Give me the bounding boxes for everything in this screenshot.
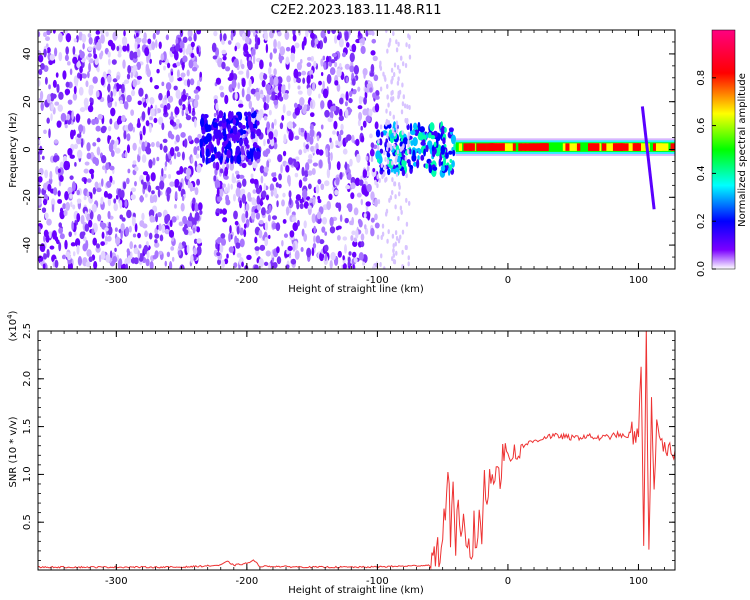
spectrogram-fade — [376, 30, 412, 269]
snr-scale-note-exp: 4 — [6, 314, 14, 319]
y-tick-label: -40 — [22, 237, 33, 253]
colorbar-ticks: 0.0 0.2 0.4 0.6 0.8 — [696, 70, 716, 277]
x-tick-label: -200 — [236, 576, 259, 587]
snr-x-ticks: -300 -200 -100 0 100 — [50, 331, 665, 587]
colorbar-tick-label: 0.2 — [696, 213, 707, 229]
colorbar-label: Normalized spectral amplitude — [737, 73, 748, 227]
x-tick-label: -100 — [366, 275, 389, 286]
y-tick-label: 20 — [22, 95, 33, 108]
x-tick-label: 100 — [629, 576, 648, 587]
chart-title: C2E2.2023.183.11.48.R11 — [270, 3, 441, 18]
snr-scale-note-open: (x10 — [8, 319, 19, 342]
x-tick-label: -100 — [366, 576, 389, 587]
spectrogram-region — [211, 30, 380, 269]
x-tick-label: -200 — [236, 275, 259, 286]
colorbar: 0.0 0.2 0.4 0.6 0.8 Normalized spectral ampl… — [696, 29, 748, 277]
colorbar-gradient — [711, 29, 736, 270]
y-tick-label: 1.0 — [22, 466, 33, 482]
snr-scale-note: (x104) — [6, 310, 19, 341]
y-tick-label: 0.5 — [22, 514, 33, 530]
x-tick-label: 100 — [629, 275, 648, 286]
colorbar-tick-label: 0.6 — [696, 118, 707, 134]
colorbar-tick-label: 0.0 — [696, 261, 707, 277]
y-tick-label: 2.0 — [22, 371, 33, 387]
snr-series-line — [38, 331, 675, 570]
spectrogram-panel: -300 -200 -100 0 100 40 20 0 -20 -40 Height of s… — [8, 29, 676, 295]
snr-y-ticks: 0.5 1.0 1.5 2.0 2.5 — [22, 323, 675, 561]
spectrogram-region — [640, 106, 656, 210]
snr-frame — [37, 330, 676, 571]
y-tick-label: 0 — [22, 146, 33, 152]
snr-scale-note-close: ) — [8, 310, 19, 314]
y-tick-label: 2.5 — [22, 323, 33, 339]
snr-panel: -300 -200 -100 0 100 0.5 1.0 1.5 2.0 2.5 Height … — [6, 310, 676, 596]
x-tick-label: -300 — [105, 275, 128, 286]
svg-text:(x104): (x104) — [6, 310, 19, 341]
x-tick-label: -300 — [105, 576, 128, 587]
y-tick-label: 40 — [22, 48, 33, 61]
colorbar-tick-label: 0.8 — [696, 70, 707, 86]
snr-y-axis-label: SNR (10 * v/v) — [8, 416, 19, 487]
spectrogram-y-axis-label: Frequency (Hz) — [8, 112, 19, 188]
y-tick-label: 1.5 — [22, 419, 33, 435]
x-tick-label: 0 — [505, 576, 511, 587]
spectrogram-x-axis-label: Height of straight line (km) — [288, 284, 424, 295]
y-tick-label: -20 — [22, 189, 33, 205]
spectrogram-region — [375, 121, 457, 178]
spectrogram-region — [38, 30, 203, 269]
spectrogram-region — [455, 138, 675, 156]
spectrogram-x-ticks: -300 -200 -100 0 100 — [50, 30, 665, 286]
snr-x-axis-label: Height of straight line (km) — [288, 585, 424, 596]
spectrogram-y-ticks: 40 20 0 -20 -40 — [22, 29, 675, 270]
colorbar-tick-label: 0.4 — [696, 165, 707, 181]
spectrogram-region — [199, 110, 262, 165]
spectrogram-heatmap — [38, 30, 675, 269]
x-tick-label: 0 — [505, 275, 511, 286]
